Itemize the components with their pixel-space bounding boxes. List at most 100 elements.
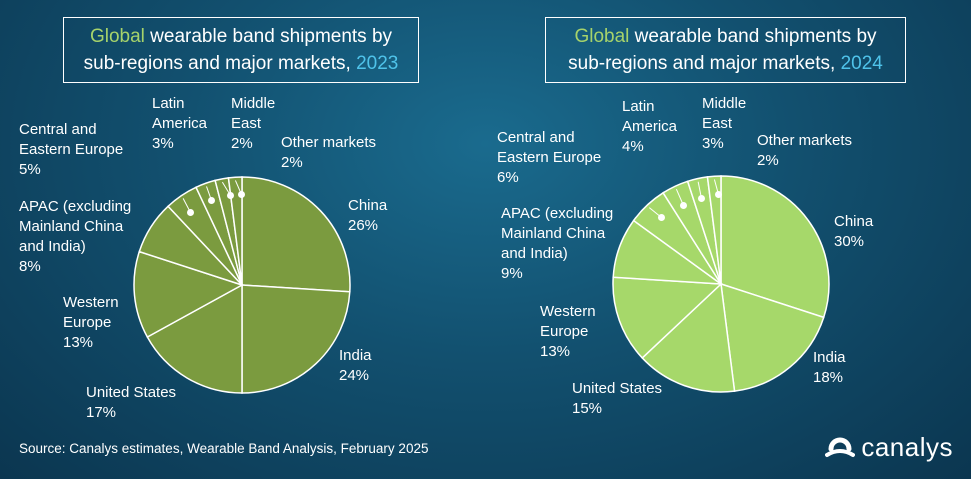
chart-panel-2024: Global wearable band shipments by sub-re… bbox=[486, 0, 971, 440]
slice-label-united-states: United States 17% bbox=[86, 383, 176, 423]
slice-label-apac-excluding-mainland-china-and-india: APAC (excluding Mainland China and India) 8… bbox=[19, 197, 131, 277]
leader-dot bbox=[658, 214, 665, 221]
leader-dot bbox=[187, 209, 194, 216]
slice-label-percent: 18% bbox=[813, 369, 844, 386]
slice-label-india: India 18% bbox=[813, 348, 846, 388]
pie-slice-other-markets bbox=[706, 175, 722, 285]
slice-label-percent: 5% bbox=[19, 161, 41, 178]
slice-label-name: Mainland China bbox=[501, 225, 606, 242]
slice-label-percent: 3% bbox=[152, 135, 174, 152]
slice-label-name: United States bbox=[572, 380, 663, 397]
pie-slice-united-states bbox=[146, 283, 243, 394]
slice-label-name: Western bbox=[63, 294, 119, 311]
slice-label-name: America bbox=[622, 118, 678, 135]
slice-label-name: Middle bbox=[702, 95, 747, 112]
slice-label-name: Europe bbox=[63, 314, 112, 331]
canalys-logo-icon bbox=[825, 437, 856, 457]
title-text-line2: sub-regions and major markets, bbox=[568, 53, 841, 74]
slice-label-name: Middle bbox=[231, 95, 276, 112]
slice-label-name: and India) bbox=[19, 238, 86, 255]
slice-label-percent: 2% bbox=[281, 154, 303, 171]
slice-label-percent: 30% bbox=[834, 233, 865, 250]
title-word-global: Global bbox=[89, 26, 145, 47]
slice-label-latin-america: Latin America 3% bbox=[152, 94, 207, 154]
slice-label-name: India bbox=[813, 349, 846, 366]
pie-slice-united-states bbox=[641, 282, 736, 393]
slice-label-percent: 26% bbox=[348, 217, 379, 234]
pie-slice-western-europe bbox=[133, 250, 244, 339]
title-year: 2024 bbox=[840, 53, 883, 74]
canalys-logo: canalys bbox=[825, 430, 953, 464]
slice-label-percent: 8% bbox=[19, 258, 41, 275]
title-text-line2: sub-regions and major markets, bbox=[83, 53, 357, 74]
slice-label-percent: 17% bbox=[86, 404, 117, 421]
slice-label-central-and-eastern-europe: Central and Eastern Europe 5% bbox=[19, 120, 123, 180]
leader-dot bbox=[680, 202, 687, 209]
slice-label-percent: 13% bbox=[540, 343, 571, 360]
slice-label-name: Other markets bbox=[757, 132, 853, 149]
slice-label-percent: 15% bbox=[572, 400, 603, 417]
chart-title-2023: Global wearable band shipments by sub-re… bbox=[63, 17, 419, 83]
slice-label-name: and India) bbox=[501, 245, 568, 262]
pie-slice-western-europe bbox=[612, 276, 723, 359]
slice-label-united-states: United States 15% bbox=[572, 379, 662, 419]
slice-label-other-markets: Other markets 2% bbox=[757, 131, 852, 171]
leader-dot bbox=[238, 191, 245, 198]
pie-chart-2024 bbox=[612, 175, 830, 393]
slice-label-china: China 30% bbox=[834, 212, 873, 252]
title-text-line1: wearable band shipments by bbox=[629, 26, 877, 47]
slice-label-name: China bbox=[348, 197, 388, 214]
pie-slice-china bbox=[720, 175, 830, 319]
slice-label-name: Europe bbox=[540, 323, 589, 340]
canalys-wordmark: canalys bbox=[861, 431, 953, 462]
slice-label-percent: 2% bbox=[757, 152, 779, 169]
slice-label-name: China bbox=[834, 213, 874, 230]
slice-label-name: Latin bbox=[622, 98, 655, 115]
title-text-line1: wearable band shipments by bbox=[144, 26, 393, 47]
slice-label-name: United States bbox=[86, 384, 177, 401]
pie-chart-2023 bbox=[133, 176, 351, 394]
slice-label-china: China 26% bbox=[348, 196, 387, 236]
slice-label-name: Central and bbox=[19, 121, 97, 138]
slice-label-name: Eastern Europe bbox=[19, 141, 124, 158]
slice-label-percent: 9% bbox=[501, 265, 523, 282]
slice-label-name: Eastern Europe bbox=[497, 149, 602, 166]
slice-label-other-markets: Other markets 2% bbox=[281, 133, 376, 173]
pie-slice-india bbox=[241, 284, 351, 394]
slice-label-name: East bbox=[702, 115, 733, 132]
slice-label-percent: 3% bbox=[702, 135, 724, 152]
slice-label-name: India bbox=[339, 347, 372, 364]
slice-label-percent: 6% bbox=[497, 169, 519, 186]
leader-dot bbox=[227, 192, 234, 199]
source-note: Source: Canalys estimates, Wearable Band… bbox=[19, 441, 429, 456]
leader-dot bbox=[698, 195, 705, 202]
slice-label-name: APAC (excluding bbox=[19, 198, 132, 215]
slice-label-name: Western bbox=[540, 303, 596, 320]
slice-label-india: India 24% bbox=[339, 346, 372, 386]
slice-label-western-europe: Western Europe 13% bbox=[63, 293, 119, 353]
pie-slice-china bbox=[241, 176, 351, 293]
slice-label-western-europe: Western Europe 13% bbox=[540, 302, 596, 362]
leader-dot bbox=[208, 197, 215, 204]
leader-dot bbox=[715, 191, 722, 198]
slice-label-name: America bbox=[152, 115, 208, 132]
slice-label-name: East bbox=[231, 115, 262, 132]
chart-title-2024: Global wearable band shipments by sub-re… bbox=[545, 17, 906, 83]
slice-label-middle-east: Middle East 2% bbox=[231, 94, 275, 154]
slice-label-middle-east: Middle East 3% bbox=[702, 94, 746, 154]
title-word-global: Global bbox=[574, 26, 630, 47]
slice-label-central-and-eastern-europe: Central and Eastern Europe 6% bbox=[497, 128, 601, 188]
pie-slice-other-markets bbox=[227, 176, 243, 286]
title-year: 2023 bbox=[356, 53, 399, 74]
chart-panel-2023: Global wearable band shipments by sub-re… bbox=[0, 0, 486, 440]
slice-label-percent: 2% bbox=[231, 135, 253, 152]
slice-label-name: Central and bbox=[497, 129, 575, 146]
slice-label-latin-america: Latin America 4% bbox=[622, 97, 677, 157]
slice-label-percent: 4% bbox=[622, 138, 644, 155]
slice-label-percent: 24% bbox=[339, 367, 370, 384]
pie-slice-india bbox=[720, 282, 825, 392]
slice-label-name: Other markets bbox=[281, 134, 377, 151]
slice-label-apac-excluding-mainland-china-and-india: APAC (excluding Mainland China and India) 9… bbox=[501, 204, 613, 284]
slice-label-percent: 13% bbox=[63, 334, 94, 351]
slice-label-name: Mainland China bbox=[19, 218, 124, 235]
